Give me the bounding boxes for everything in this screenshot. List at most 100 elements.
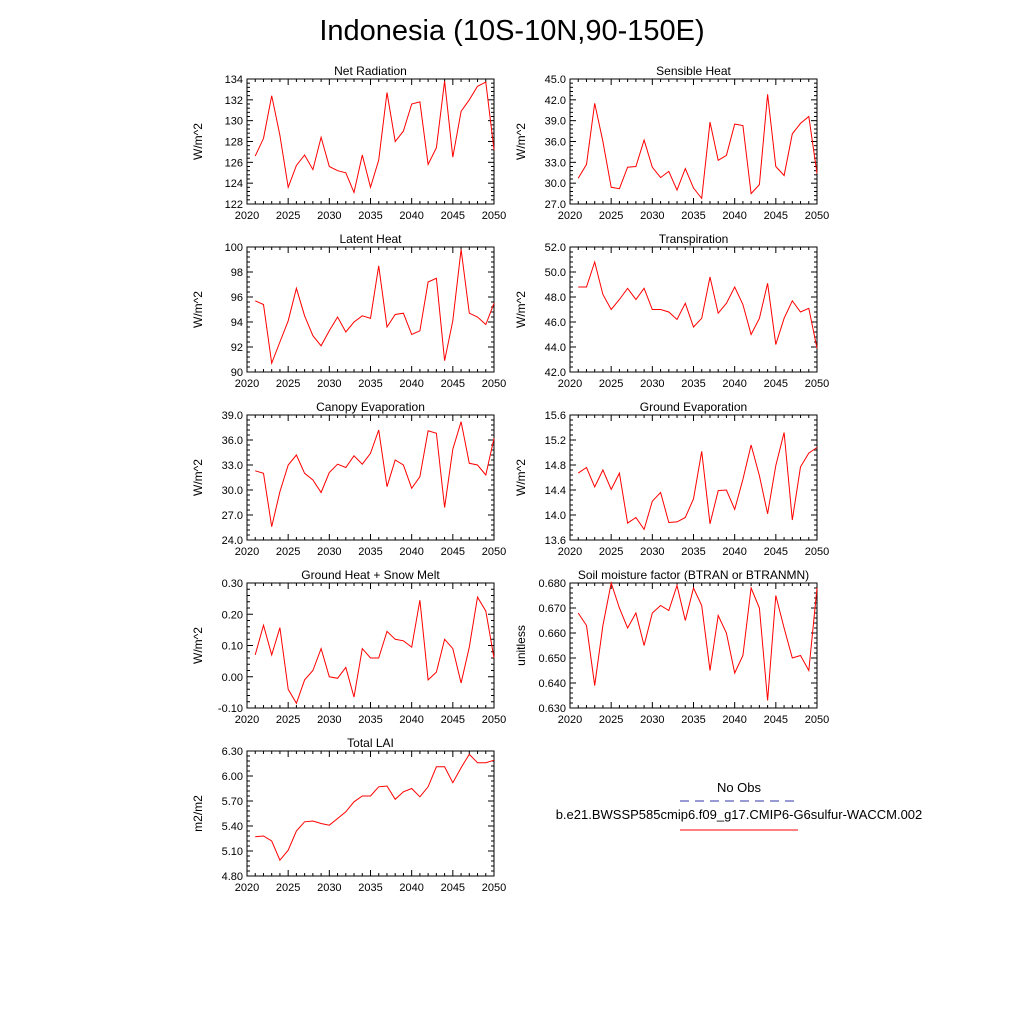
chart-2-xtick-label-0: 2020 <box>235 378 259 390</box>
chart-2-ytick-label-5: 100 <box>225 242 243 254</box>
chart-3-xtick-label-0: 2020 <box>558 378 582 390</box>
chart-7-xtick-label-2: 2030 <box>640 714 664 726</box>
chart-2-ytick-label-3: 96 <box>231 292 243 304</box>
chart-0-ytick-label-5: 132 <box>225 95 243 107</box>
chart-8-xtick-label-3: 2035 <box>358 882 382 894</box>
chart-1-title: Sensible Heat <box>656 64 731 78</box>
chart-2-xtick-label-3: 2035 <box>358 378 382 390</box>
chart-0-ytick-label-6: 134 <box>225 74 243 86</box>
chart-6-ytick-label-4: 0.30 <box>222 578 243 590</box>
chart-2-frame <box>246 246 495 373</box>
legend: No Obs b.e21.BWSSP585cmip6.f09_g17.CMIP6… <box>556 780 922 831</box>
chart-2-ytick-label-2: 94 <box>231 317 243 329</box>
chart-3-ytick-label-1: 44.0 <box>545 342 566 354</box>
chart-8-xtick-label-6: 2050 <box>482 882 506 894</box>
chart-0-frame <box>246 78 495 205</box>
chart-1-xtick-label-6: 2050 <box>805 210 829 222</box>
chart-4-xtick-label-3: 2035 <box>358 546 382 558</box>
chart-1-xtick-label-2: 2030 <box>640 210 664 222</box>
chart-3-xtick-label-5: 2045 <box>764 378 788 390</box>
chart-8-series-0-line <box>255 753 495 862</box>
chart-6-xtick-label-1: 2025 <box>276 714 300 726</box>
chart-1-ytick-label-0: 27.0 <box>545 199 566 211</box>
chart-1-xtick-label-3: 2035 <box>681 210 705 222</box>
chart-4-ytick-label-3: 33.0 <box>222 460 243 472</box>
chart-4-xtick-label-0: 2020 <box>235 546 259 558</box>
chart-8-title: Total LAI <box>347 736 394 750</box>
chart-1-xtick-label-0: 2020 <box>558 210 582 222</box>
chart-6-xtick-label-5: 2045 <box>441 714 465 726</box>
chart-1-ytick-label-3: 36.0 <box>545 137 566 149</box>
chart-1: Sensible Heat W/m^2 2020 2025 2030 2035 2040 20… <box>514 64 829 222</box>
chart-1-ylabel: W/m^2 <box>514 123 528 160</box>
chart-5-frame <box>569 414 818 541</box>
chart-7: Soil moisture factor (BTRAN or BTRANMN) u… <box>514 568 829 726</box>
chart-6: Ground Heat + Snow Melt W/m^2 2020 2025 2030… <box>191 568 506 726</box>
chart-2-ytick-label-1: 92 <box>231 342 243 354</box>
chart-8-xtick-label-0: 2020 <box>235 882 259 894</box>
chart-2-ytick-label-0: 90 <box>231 367 243 379</box>
chart-2-xtick-label-1: 2025 <box>276 378 300 390</box>
chart-6-xtick-label-3: 2035 <box>358 714 382 726</box>
chart-7-title: Soil moisture factor (BTRAN or BTRANMN) <box>578 568 809 582</box>
chart-8-xtick-label-4: 2040 <box>399 882 423 894</box>
chart-7-xtick-label-5: 2045 <box>764 714 788 726</box>
chart-0-ylabel: W/m^2 <box>191 123 205 160</box>
legend-label-no-obs: No Obs <box>717 780 762 795</box>
chart-7-xtick-label-4: 2040 <box>722 714 746 726</box>
chart-4-series-0-line <box>255 421 495 527</box>
chart-0-xtick-label-6: 2050 <box>482 210 506 222</box>
chart-2: Latent Heat W/m^2 2020 2025 2030 2035 2040 2045… <box>191 232 506 390</box>
chart-3-frame <box>569 246 818 373</box>
chart-3-ytick-label-0: 42.0 <box>545 367 566 379</box>
chart-6-xtick-label-0: 2020 <box>235 714 259 726</box>
chart-1-xtick-label-4: 2040 <box>722 210 746 222</box>
chart-5-ytick-label-0: 13.6 <box>545 535 566 547</box>
chart-5-xtick-label-3: 2035 <box>681 546 705 558</box>
chart-5-xtick-label-4: 2040 <box>722 546 746 558</box>
chart-5-xtick-label-1: 2025 <box>599 546 623 558</box>
chart-6-ylabel: W/m^2 <box>191 627 205 664</box>
chart-0-series-0-line <box>254 81 495 195</box>
chart-0-ytick-label-4: 130 <box>225 116 243 128</box>
chart-1-ytick-label-2: 33.0 <box>545 157 566 169</box>
chart-1-ytick-label-1: 30.0 <box>545 178 566 190</box>
chart-5-xtick-label-5: 2045 <box>764 546 788 558</box>
chart-0-xtick-label-4: 2040 <box>399 210 423 222</box>
chart-6-title: Ground Heat + Snow Melt <box>301 568 440 582</box>
chart-5-title: Ground Evaporation <box>640 400 747 414</box>
chart-3-ylabel: W/m^2 <box>514 291 528 328</box>
chart-3-ytick-label-2: 46.0 <box>545 317 566 329</box>
chart-0-xtick-label-5: 2045 <box>441 210 465 222</box>
chart-8-ytick-label-3: 5.70 <box>222 796 243 808</box>
chart-4-ytick-label-4: 36.0 <box>222 435 243 447</box>
chart-4-ylabel: W/m^2 <box>191 459 205 496</box>
chart-0-xtick-label-3: 2035 <box>358 210 382 222</box>
chart-4-xtick-label-4: 2040 <box>399 546 423 558</box>
chart-5-xtick-label-2: 2030 <box>640 546 664 558</box>
chart-6-frame <box>246 582 495 709</box>
chart-1-series-0-line <box>577 94 818 200</box>
chart-7-series-0-line <box>577 581 818 701</box>
chart-3-xtick-label-4: 2040 <box>722 378 746 390</box>
chart-0-xtick-label-2: 2030 <box>317 210 341 222</box>
figure-title: Indonesia (10S-10N,90-150E) <box>319 15 704 47</box>
chart-8-xtick-label-1: 2025 <box>276 882 300 894</box>
chart-4-ytick-label-5: 39.0 <box>222 410 243 422</box>
chart-8-xtick-label-5: 2045 <box>441 882 465 894</box>
chart-1-ytick-label-6: 45.0 <box>545 74 566 86</box>
chart-7-ytick-label-3: 0.660 <box>538 628 566 640</box>
chart-5-ytick-label-2: 14.4 <box>545 485 566 497</box>
chart-7-xtick-label-0: 2020 <box>558 714 582 726</box>
chart-6-ytick-label-0: -0.10 <box>218 703 243 715</box>
chart-2-xtick-label-6: 2050 <box>482 378 506 390</box>
chart-1-ytick-label-5: 42.0 <box>545 95 566 107</box>
chart-4-ytick-label-1: 27.0 <box>222 510 243 522</box>
chart-2-xtick-label-5: 2045 <box>441 378 465 390</box>
chart-3-xtick-label-2: 2030 <box>640 378 664 390</box>
chart-7-ytick-label-1: 0.640 <box>538 678 566 690</box>
chart-6-xtick-label-2: 2030 <box>317 714 341 726</box>
chart-4-ytick-label-2: 30.0 <box>222 485 243 497</box>
chart-0-ytick-label-1: 124 <box>225 178 243 190</box>
